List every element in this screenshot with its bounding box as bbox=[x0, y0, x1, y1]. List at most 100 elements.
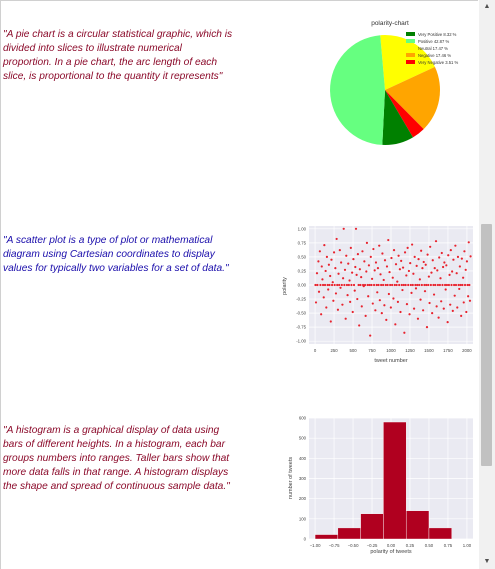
scatter-point bbox=[357, 283, 360, 287]
scatter-point bbox=[365, 241, 369, 244]
scatter-point bbox=[327, 288, 330, 291]
scatter-point bbox=[388, 270, 391, 274]
legend-swatch bbox=[406, 60, 415, 64]
y-tick-label: -0.25 bbox=[296, 297, 306, 302]
histogram-bar bbox=[337, 527, 361, 540]
pie-chart-title: polarity-chart bbox=[371, 20, 409, 27]
scatter-point bbox=[321, 278, 324, 281]
scatter-point bbox=[415, 264, 418, 267]
scatter-point bbox=[417, 258, 420, 261]
scatter-point bbox=[429, 245, 432, 248]
scatter-point bbox=[425, 326, 429, 329]
scatter-point bbox=[467, 295, 470, 298]
x-tick-label: 1250 bbox=[405, 348, 415, 353]
legend-swatch bbox=[406, 39, 415, 43]
scatter-point bbox=[361, 250, 364, 253]
scatter-point bbox=[430, 271, 433, 274]
pie-slice bbox=[385, 90, 424, 138]
scatter-point bbox=[391, 283, 394, 287]
scatter-ylabel: polarity bbox=[282, 277, 288, 295]
scatter-point bbox=[341, 277, 345, 280]
scatter-point bbox=[334, 292, 338, 295]
scatter-point bbox=[367, 295, 370, 298]
pie-slice bbox=[385, 66, 441, 130]
scatter-point bbox=[398, 268, 401, 271]
scatter-point bbox=[378, 299, 381, 302]
scatter-point bbox=[410, 291, 413, 294]
scatter-point bbox=[338, 283, 341, 287]
scatter-point bbox=[391, 276, 394, 279]
scatter-point bbox=[396, 300, 400, 303]
scatter-point bbox=[396, 280, 399, 283]
vertical-scrollbar[interactable]: ▲ ▼ bbox=[479, 0, 495, 569]
scatter-point bbox=[433, 267, 436, 270]
scatter-point bbox=[389, 306, 392, 309]
scatter-point bbox=[345, 283, 349, 287]
legend-swatch bbox=[406, 32, 415, 36]
x-tick-label: 1750 bbox=[443, 348, 453, 353]
legend-entry: Very Negative 3.51 % bbox=[418, 60, 459, 65]
scatter-point bbox=[434, 240, 438, 243]
scatter-point bbox=[372, 283, 376, 287]
scatter-point bbox=[354, 265, 357, 269]
scatter-point bbox=[467, 241, 470, 244]
scatter-point bbox=[337, 272, 340, 275]
scatter-point bbox=[324, 269, 327, 273]
scatter-point bbox=[426, 253, 429, 256]
scatter-point bbox=[374, 309, 377, 312]
y-tick-label: 0.25 bbox=[298, 268, 307, 273]
scatter-point bbox=[435, 305, 438, 308]
y-tick-label: 300 bbox=[299, 476, 307, 481]
scatter-point bbox=[411, 283, 414, 287]
scatter-point bbox=[423, 290, 427, 293]
y-tick-label: 0.50 bbox=[298, 254, 307, 259]
scatter-point bbox=[366, 283, 369, 287]
scatter-point bbox=[375, 283, 378, 287]
scatter-point bbox=[385, 265, 389, 268]
scatter-point bbox=[422, 260, 425, 264]
scrollbar-thumb[interactable] bbox=[481, 224, 492, 466]
scatter-point bbox=[370, 283, 373, 287]
scatter-point bbox=[463, 283, 467, 287]
scatter-plot-description: "A scatter plot is a type of plot or mat… bbox=[3, 235, 229, 274]
scatter-point bbox=[322, 296, 325, 299]
x-tick-label: −0.50 bbox=[348, 543, 359, 548]
x-tick-label: 0.00 bbox=[387, 543, 396, 548]
scatter-point bbox=[383, 304, 386, 307]
scatter-point bbox=[387, 238, 390, 242]
scatter-point bbox=[369, 255, 372, 258]
x-tick-label: −1.00 bbox=[310, 543, 321, 548]
scatter-point bbox=[418, 278, 421, 281]
scatter-point bbox=[411, 243, 414, 246]
scatter-point bbox=[386, 283, 389, 287]
triangle-down-icon[interactable]: ▼ bbox=[483, 558, 491, 565]
x-tick-label: 0.75 bbox=[444, 543, 453, 548]
y-tick-label: -0.50 bbox=[296, 311, 306, 316]
x-tick-label: −0.25 bbox=[367, 543, 378, 548]
scatter-point bbox=[350, 283, 353, 287]
scatter-point bbox=[405, 274, 408, 277]
scatter-point bbox=[318, 250, 321, 253]
scatter-point bbox=[360, 305, 363, 308]
scatter-point bbox=[458, 287, 461, 291]
scatter-point bbox=[465, 310, 468, 314]
scatter-point bbox=[347, 262, 350, 265]
scatter-point bbox=[377, 283, 380, 287]
scatter-point bbox=[447, 254, 450, 257]
scatter-point bbox=[333, 283, 336, 287]
y-tick-label: 100 bbox=[299, 516, 307, 521]
scatter-point bbox=[407, 269, 411, 273]
scatter-point bbox=[353, 289, 356, 292]
scatter-point bbox=[372, 247, 375, 251]
x-tick-label: −0.75 bbox=[329, 543, 340, 548]
scatter-point bbox=[455, 272, 458, 275]
scatter-point bbox=[384, 283, 387, 287]
scatter-point bbox=[441, 265, 445, 269]
scatter-point bbox=[451, 270, 454, 273]
histogram-description: "A histogram is a graphical display of d… bbox=[3, 425, 230, 492]
legend-entry: Negative 17.46 % bbox=[418, 53, 451, 58]
scatter-point bbox=[352, 258, 355, 261]
triangle-up-icon[interactable]: ▲ bbox=[483, 3, 491, 10]
histogram: −1.00 −0.75 −0.50 −0.25 0.00 0.25 0.50 0.75 1.00… bbox=[288, 416, 473, 555]
scatter-point bbox=[436, 283, 440, 287]
